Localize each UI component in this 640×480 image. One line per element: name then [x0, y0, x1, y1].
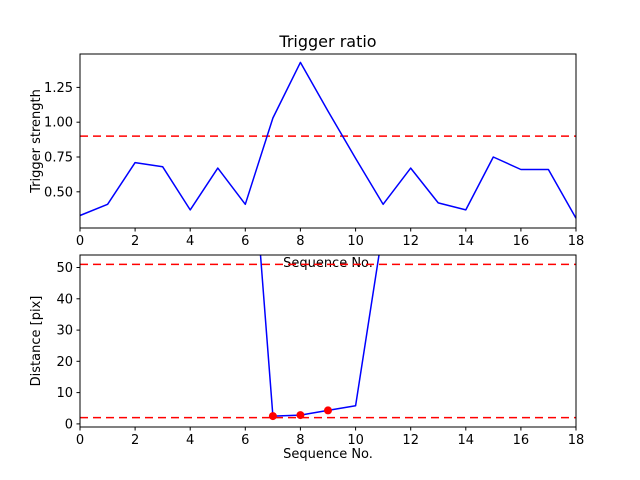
- y-tick-label: 0.50: [44, 185, 73, 200]
- layer-bottom-plot-series-line: [259, 254, 380, 417]
- x-tick-label: 2: [131, 234, 139, 249]
- bottom-plot-ylabel: Distance [pix]: [29, 296, 44, 387]
- marker-dot: [324, 406, 332, 415]
- x-tick-label: 10: [347, 234, 364, 249]
- bottom-plot-xlabel: Sequence No.: [283, 447, 373, 462]
- x-tick-label: 10: [347, 433, 364, 448]
- x-tick-label: 2: [131, 433, 139, 448]
- top-plot: 0 2 4 6 8 10 12 14 16 18 0.50 0.75 1.00 1.25: [44, 53, 585, 249]
- x-tick-label: 14: [458, 234, 475, 249]
- x-tick-label: 12: [402, 433, 419, 448]
- y-tick-label: 50: [56, 261, 73, 276]
- y-tick-label: 10: [56, 386, 73, 401]
- x-tick-label: 18: [568, 234, 585, 249]
- marker-dot: [268, 412, 277, 421]
- x-tick-label: 16: [513, 234, 530, 249]
- x-tick-label: 14: [458, 433, 475, 448]
- y-tick-label: 1.00: [44, 116, 73, 131]
- x-tick-label: 8: [296, 234, 304, 249]
- x-tick-label: 6: [241, 433, 249, 448]
- axes-frame: [79, 53, 577, 229]
- top-plot-ylabel: Trigger strength: [29, 89, 44, 194]
- x-tick-label: 16: [513, 433, 530, 448]
- y-tick-label: 40: [56, 292, 73, 307]
- bottom-plot: 0 2 4 6 8 10 12 14 16 18 0 10 20 30 40 50: [56, 254, 585, 448]
- y-tick-label: 20: [56, 355, 73, 370]
- x-tick-label: 4: [186, 234, 194, 249]
- x-tick-label: 6: [241, 234, 249, 249]
- y-tick-label: 30: [56, 324, 73, 339]
- x-tick-label: 8: [296, 433, 304, 448]
- x-tick-label: 4: [186, 433, 194, 448]
- x-tick-label: 18: [568, 433, 585, 448]
- y-tick-label: 0: [65, 417, 73, 432]
- x-tick-label: 0: [76, 433, 84, 448]
- marker-dot: [296, 411, 305, 420]
- x-tick-label: 0: [76, 234, 84, 249]
- top-plot-xlabel: Sequence No.: [283, 256, 373, 271]
- y-tick-label: 1.25: [44, 81, 73, 96]
- axes-frame: [79, 254, 577, 428]
- top-plot-title: Trigger ratio: [278, 32, 376, 51]
- x-tick-label: 12: [402, 234, 419, 249]
- y-tick-label: 0.75: [44, 151, 73, 166]
- layer-top-plot-series-line: [79, 61, 577, 219]
